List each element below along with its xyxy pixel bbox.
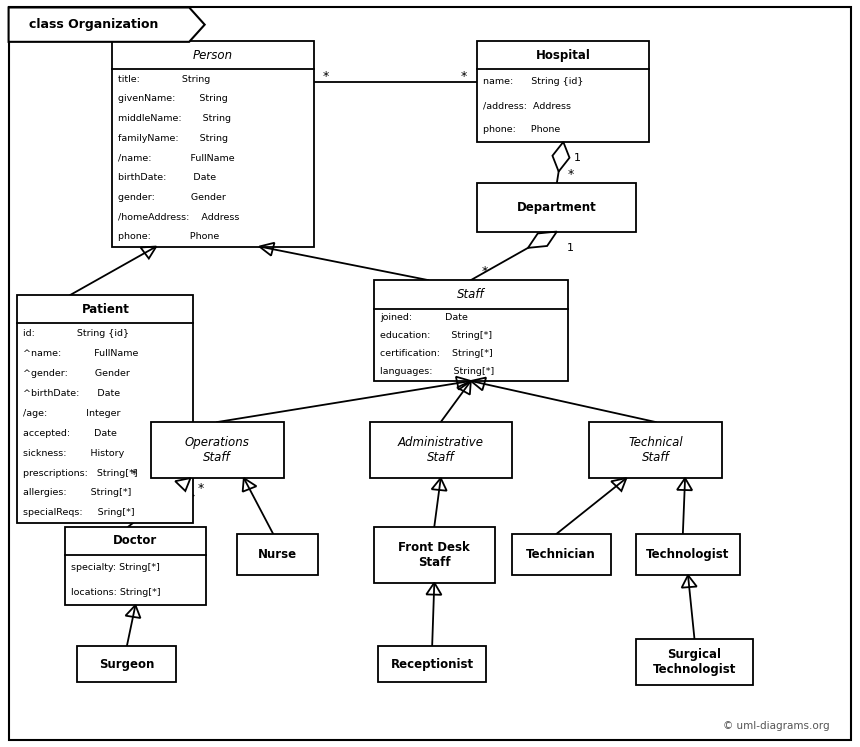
Text: Surgical
Technologist: Surgical Technologist (653, 648, 736, 676)
Text: Staff: Staff (457, 288, 485, 301)
Text: givenName:        String: givenName: String (118, 94, 228, 104)
Text: phone:     Phone: phone: Phone (483, 125, 561, 134)
Text: 1: 1 (574, 153, 580, 164)
Text: prescriptions:   String[*]: prescriptions: String[*] (23, 468, 138, 477)
Text: locations: String[*]: locations: String[*] (71, 588, 160, 597)
Bar (374, 280, 568, 381)
Bar (477, 183, 636, 232)
Text: accepted:        Date: accepted: Date (23, 429, 117, 438)
Bar (64, 527, 206, 605)
Text: *: * (461, 69, 467, 83)
Text: Nurse: Nurse (258, 548, 297, 561)
Text: middleName:       String: middleName: String (118, 114, 230, 123)
Text: specialReqs:     Sring[*]: specialReqs: Sring[*] (23, 509, 135, 518)
Text: 1: 1 (568, 243, 574, 253)
Text: Technical
Staff: Technical Staff (629, 436, 683, 464)
Text: Department: Department (517, 201, 597, 214)
Text: Doctor: Doctor (114, 534, 157, 548)
Text: id:              String {id}: id: String {id} (23, 329, 129, 338)
Text: *: * (322, 69, 329, 83)
Bar (77, 646, 176, 682)
Text: /name:             FullName: /name: FullName (118, 153, 235, 163)
Bar (374, 527, 494, 583)
Text: gender:            Gender: gender: Gender (118, 193, 225, 202)
Bar (237, 534, 318, 575)
Bar (17, 295, 194, 523)
Bar (378, 646, 486, 682)
Text: Receptionist: Receptionist (390, 657, 474, 671)
Text: name:      String {id}: name: String {id} (483, 77, 584, 86)
Text: class Organization: class Organization (28, 18, 158, 31)
Text: specialty: String[*]: specialty: String[*] (71, 563, 159, 572)
Text: Surgeon: Surgeon (99, 657, 155, 671)
Text: sickness:        History: sickness: History (23, 449, 125, 458)
Bar (370, 422, 512, 478)
Polygon shape (9, 7, 205, 42)
Text: phone:             Phone: phone: Phone (118, 232, 219, 241)
Text: /address:  Address: /address: Address (483, 101, 571, 111)
Text: Person: Person (193, 49, 233, 62)
Bar (512, 534, 611, 575)
Text: *: * (568, 167, 574, 181)
Text: *: * (131, 468, 137, 481)
Text: Operations
Staff: Operations Staff (185, 436, 249, 464)
Bar (112, 41, 314, 247)
Text: certification:    String[*]: certification: String[*] (380, 350, 493, 359)
Text: *: * (198, 482, 204, 495)
Text: education:       String[*]: education: String[*] (380, 331, 492, 340)
Text: title:              String: title: String (118, 75, 210, 84)
Text: Technologist: Technologist (647, 548, 729, 561)
Text: /homeAddress:    Address: /homeAddress: Address (118, 212, 239, 222)
Bar (636, 534, 740, 575)
Text: © uml-diagrams.org: © uml-diagrams.org (723, 721, 830, 731)
Text: ^birthDate:      Date: ^birthDate: Date (23, 388, 120, 397)
Bar (589, 422, 722, 478)
Text: Front Desk
Staff: Front Desk Staff (398, 541, 470, 568)
Text: Patient: Patient (82, 303, 129, 316)
Text: joined:           Date: joined: Date (380, 313, 468, 322)
Text: Technician: Technician (526, 548, 596, 561)
Text: birthDate:         Date: birthDate: Date (118, 173, 216, 182)
Text: allergies:        String[*]: allergies: String[*] (23, 489, 132, 498)
Text: ^name:           FullName: ^name: FullName (23, 349, 138, 358)
Text: Hospital: Hospital (536, 49, 591, 62)
Bar (150, 422, 284, 478)
Text: languages:       String[*]: languages: String[*] (380, 368, 494, 376)
Text: *: * (482, 264, 488, 278)
Text: familyName:       String: familyName: String (118, 134, 228, 143)
Bar (477, 41, 649, 142)
Bar (636, 639, 752, 685)
Text: /age:             Integer: /age: Integer (23, 409, 120, 418)
Text: ^gender:         Gender: ^gender: Gender (23, 369, 130, 378)
Text: Administrative
Staff: Administrative Staff (397, 436, 483, 464)
